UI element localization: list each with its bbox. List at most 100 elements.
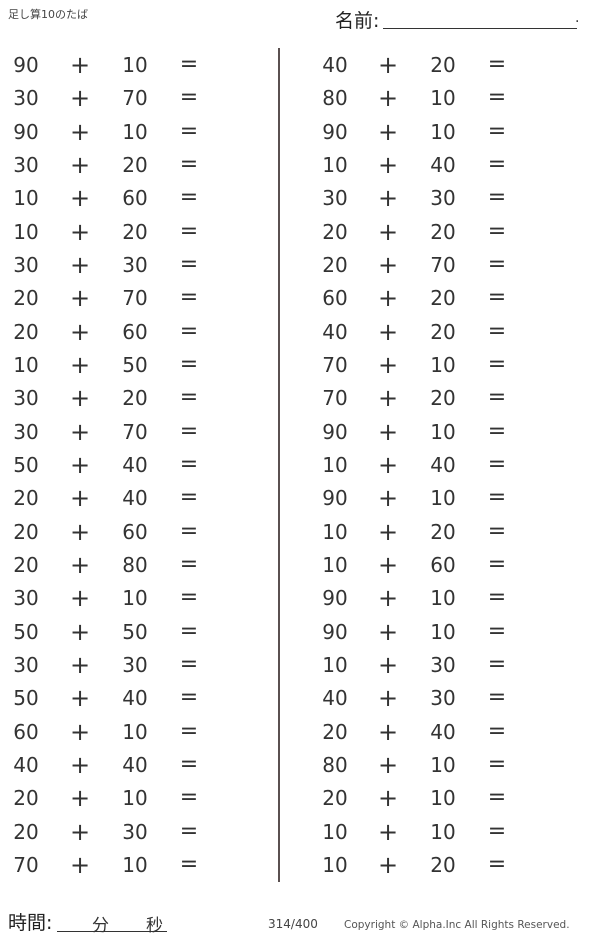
second-addend: 10	[122, 786, 148, 811]
second-addend: 40	[122, 686, 148, 711]
second-addend: 40	[430, 719, 456, 744]
first-addend: 30	[13, 252, 39, 277]
plus-sign: +	[377, 817, 399, 846]
plus-sign: +	[69, 117, 91, 146]
equals-sign: =	[179, 318, 199, 344]
first-addend: 30	[13, 652, 39, 677]
second-addend: 10	[430, 119, 456, 144]
second-addend: 10	[430, 352, 456, 377]
name-label: 名前:	[335, 10, 380, 32]
second-addend: 60	[122, 186, 148, 211]
first-addend: 50	[13, 686, 39, 711]
second-addend: 10	[122, 852, 148, 877]
first-addend: 30	[13, 419, 39, 444]
time-label: 時間:	[8, 912, 53, 934]
equals-sign: =	[179, 518, 199, 544]
equals-sign: =	[179, 385, 199, 411]
equals-sign: =	[487, 785, 507, 811]
equals-sign: =	[179, 52, 199, 77]
second-addend: 70	[122, 86, 148, 111]
second-addend: 20	[430, 319, 456, 344]
first-addend: 10	[322, 852, 348, 877]
name-end-dot: .	[575, 10, 580, 26]
equals-sign: =	[179, 451, 199, 477]
first-addend: 50	[13, 452, 39, 477]
plus-sign: +	[377, 650, 399, 679]
second-addend: 20	[122, 386, 148, 411]
second-addend: 40	[122, 752, 148, 777]
equals-sign: =	[487, 685, 507, 711]
first-addend: 10	[322, 652, 348, 677]
equals-sign: =	[179, 185, 199, 211]
plus-sign: +	[69, 84, 91, 113]
first-addend: 20	[13, 519, 39, 544]
plus-sign: +	[69, 284, 91, 313]
plus-sign: +	[377, 550, 399, 579]
plus-sign: +	[377, 150, 399, 179]
first-addend: 30	[13, 586, 39, 611]
first-addend: 20	[13, 486, 39, 511]
plus-sign: +	[377, 684, 399, 713]
plus-sign: +	[377, 184, 399, 213]
first-addend: 30	[13, 152, 39, 177]
plus-sign: +	[69, 650, 91, 679]
second-addend: 10	[430, 786, 456, 811]
second-addend: 10	[122, 119, 148, 144]
first-addend: 40	[322, 319, 348, 344]
plus-sign: +	[69, 817, 91, 846]
time-field-line	[57, 931, 167, 932]
first-addend: 20	[322, 219, 348, 244]
equals-sign: =	[179, 818, 199, 844]
plus-sign: +	[377, 750, 399, 779]
equals-sign: =	[487, 85, 507, 111]
second-addend: 30	[430, 686, 456, 711]
first-addend: 10	[13, 186, 39, 211]
equals-sign: =	[179, 285, 199, 311]
plus-sign: +	[377, 284, 399, 313]
equals-sign: =	[487, 651, 507, 677]
first-addend: 40	[322, 53, 348, 77]
second-addend: 40	[430, 152, 456, 177]
second-addend: 10	[430, 752, 456, 777]
second-addend: 10	[430, 419, 456, 444]
equals-sign: =	[487, 351, 507, 377]
second-addend: 70	[430, 252, 456, 277]
plus-sign: +	[69, 250, 91, 279]
first-addend: 40	[13, 752, 39, 777]
equals-sign: =	[179, 218, 199, 244]
equals-sign: =	[487, 285, 507, 311]
equals-sign: =	[179, 651, 199, 677]
equals-sign: =	[179, 485, 199, 511]
second-addend: 20	[430, 852, 456, 877]
equals-sign: =	[487, 451, 507, 477]
plus-sign: +	[69, 217, 91, 246]
second-addend: 60	[430, 552, 456, 577]
plus-sign: +	[69, 450, 91, 479]
equals-sign: =	[179, 618, 199, 644]
second-addend: 20	[430, 519, 456, 544]
second-addend: 30	[430, 186, 456, 211]
plus-sign: +	[377, 350, 399, 379]
equals-sign: =	[487, 718, 507, 744]
equals-sign: =	[487, 851, 507, 877]
plus-sign: +	[377, 217, 399, 246]
first-addend: 50	[13, 619, 39, 644]
first-addend: 90	[322, 486, 348, 511]
equals-sign: =	[487, 551, 507, 577]
plus-sign: +	[377, 51, 399, 79]
second-addend: 30	[122, 652, 148, 677]
plus-sign: +	[69, 617, 91, 646]
first-addend: 10	[322, 552, 348, 577]
first-addend: 90	[322, 419, 348, 444]
equals-sign: =	[179, 851, 199, 877]
second-addend: 20	[430, 286, 456, 311]
worksheet-title: 足し算10のたば	[8, 8, 88, 21]
equals-sign: =	[179, 718, 199, 744]
equals-sign: =	[179, 585, 199, 611]
second-addend: 40	[430, 452, 456, 477]
plus-sign: +	[69, 484, 91, 513]
plus-sign: +	[69, 750, 91, 779]
plus-sign: +	[69, 517, 91, 546]
plus-sign: +	[69, 684, 91, 713]
second-addend: 20	[430, 53, 456, 77]
